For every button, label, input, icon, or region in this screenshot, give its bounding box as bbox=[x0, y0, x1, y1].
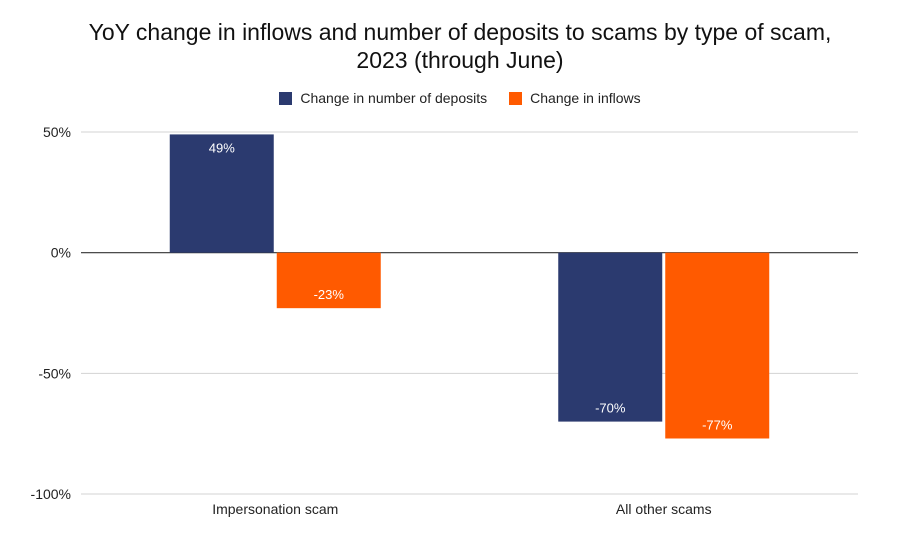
bar-inflows-impersonation bbox=[276, 252, 381, 309]
legend-item-deposits: Change in number of deposits bbox=[279, 90, 487, 106]
y-tick-label: 50% bbox=[43, 124, 71, 140]
y-tick-label: 0% bbox=[51, 245, 71, 261]
legend: Change in number of deposits Change in i… bbox=[0, 90, 920, 106]
legend-label-deposits: Change in number of deposits bbox=[300, 90, 488, 106]
legend-label-inflows: Change in inflows bbox=[530, 90, 641, 106]
data-label: -77% bbox=[702, 417, 733, 432]
x-tick-label: All other scams bbox=[616, 501, 712, 517]
bar-deposits-other bbox=[558, 252, 663, 422]
bar-inflows-other bbox=[665, 252, 770, 439]
data-label: 49% bbox=[209, 140, 235, 155]
chart-title-line-1: YoY change in inflows and number of depo… bbox=[88, 19, 832, 45]
bar-deposits-impersonation bbox=[169, 134, 274, 253]
legend-swatch-deposits bbox=[279, 91, 293, 105]
x-tick-label: Impersonation scam bbox=[212, 501, 338, 517]
data-label: -23% bbox=[314, 287, 345, 302]
y-tick-label: -50% bbox=[38, 365, 71, 381]
chart-title-line-2: 2023 (through June) bbox=[356, 47, 564, 73]
legend-swatch-inflows bbox=[509, 91, 523, 105]
legend-item-inflows: Change in inflows bbox=[509, 90, 641, 106]
chart-title: YoY change in inflows and number of depo… bbox=[0, 18, 920, 74]
data-label: -70% bbox=[595, 401, 626, 416]
y-tick-label: -100% bbox=[31, 486, 71, 502]
